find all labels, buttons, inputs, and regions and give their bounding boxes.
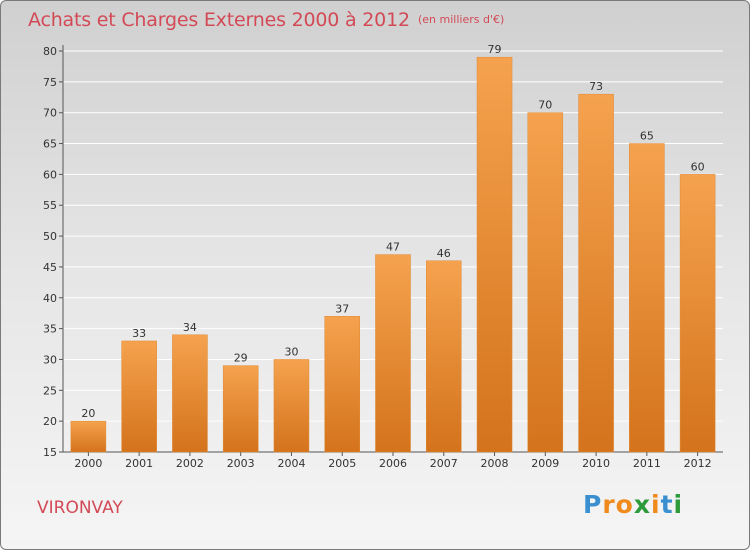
y-tick-label: 40 xyxy=(43,292,57,305)
data-label-2012: 60 xyxy=(691,160,705,173)
x-tick-label-2000: 2000 xyxy=(74,457,102,470)
bar-2010 xyxy=(578,93,614,453)
x-tick-label-2006: 2006 xyxy=(379,457,407,470)
logo-letter: i xyxy=(673,490,684,519)
y-tick-label: 45 xyxy=(43,261,57,274)
y-tick-label: 75 xyxy=(43,76,57,89)
data-label-2007: 46 xyxy=(437,247,451,260)
x-tick-label-2012: 2012 xyxy=(684,457,712,470)
logo-letter: o xyxy=(615,490,634,519)
bar-2006 xyxy=(375,254,411,453)
data-label-2006: 47 xyxy=(386,241,400,254)
x-tick-label-2001: 2001 xyxy=(125,457,153,470)
data-label-2010: 73 xyxy=(589,80,603,93)
bar-2012 xyxy=(679,174,716,453)
logo-letter: x xyxy=(633,490,651,519)
x-tick-label-2009: 2009 xyxy=(531,457,559,470)
x-tick-label-2003: 2003 xyxy=(227,457,255,470)
logo-letter: i xyxy=(651,490,661,519)
chart-title: Achats et Charges Externes 2000 à 2012 xyxy=(28,9,410,31)
bar-2011 xyxy=(629,143,665,453)
data-label-2008: 79 xyxy=(488,43,502,56)
y-tick-label: 50 xyxy=(43,230,57,243)
bar-2000 xyxy=(70,420,107,453)
data-label-2005: 37 xyxy=(335,302,349,315)
y-tick-label: 25 xyxy=(43,384,57,397)
chart-subtitle: (en milliers d'€) xyxy=(418,13,505,26)
bar-2002 xyxy=(172,334,208,453)
bar-2001 xyxy=(121,340,157,453)
y-tick-label: 60 xyxy=(43,168,57,181)
bar-2005 xyxy=(324,316,360,453)
bar-2003 xyxy=(222,365,259,453)
y-tick-label: 35 xyxy=(43,323,57,336)
y-tick-label: 70 xyxy=(43,107,57,120)
x-tick-label-2005: 2005 xyxy=(328,457,356,470)
bar-2007 xyxy=(426,260,462,453)
y-tick-label: 30 xyxy=(43,353,57,366)
x-tick-label-2004: 2004 xyxy=(277,457,305,470)
x-tick-label-2010: 2010 xyxy=(582,457,610,470)
data-label-2009: 70 xyxy=(538,99,552,112)
bar-2008 xyxy=(476,56,513,453)
logo-letter: t xyxy=(660,490,674,519)
proxiti-logo[interactable]: Proxiti xyxy=(583,490,683,519)
x-tick-label-2008: 2008 xyxy=(481,457,509,470)
commune-name: VIRONVAY xyxy=(37,498,123,518)
y-tick-label: 55 xyxy=(43,199,57,212)
y-tick-label: 80 xyxy=(43,45,57,58)
data-label-2000: 20 xyxy=(81,407,95,420)
data-label-2001: 33 xyxy=(132,327,146,340)
y-tick-label: 15 xyxy=(43,446,57,459)
bar-2004 xyxy=(273,359,310,453)
bar-2009 xyxy=(527,112,564,453)
logo-letter: P xyxy=(583,490,603,519)
labels: 15 20 25 30 35 40 45 50 55 60 65 70 75 80 20 2000 33 2001… xyxy=(43,43,712,470)
bars xyxy=(70,56,716,453)
x-tick-label-2007: 2007 xyxy=(430,457,458,470)
data-label-2002: 34 xyxy=(183,321,197,334)
y-tick-label: 65 xyxy=(43,138,57,151)
x-tick-label-2011: 2011 xyxy=(633,457,661,470)
x-tick-label-2002: 2002 xyxy=(176,457,204,470)
data-label-2011: 65 xyxy=(640,130,654,143)
data-label-2004: 30 xyxy=(284,345,298,358)
y-tick-label: 20 xyxy=(43,415,57,428)
data-label-2003: 29 xyxy=(234,352,248,365)
logo-letter: r xyxy=(602,490,616,519)
